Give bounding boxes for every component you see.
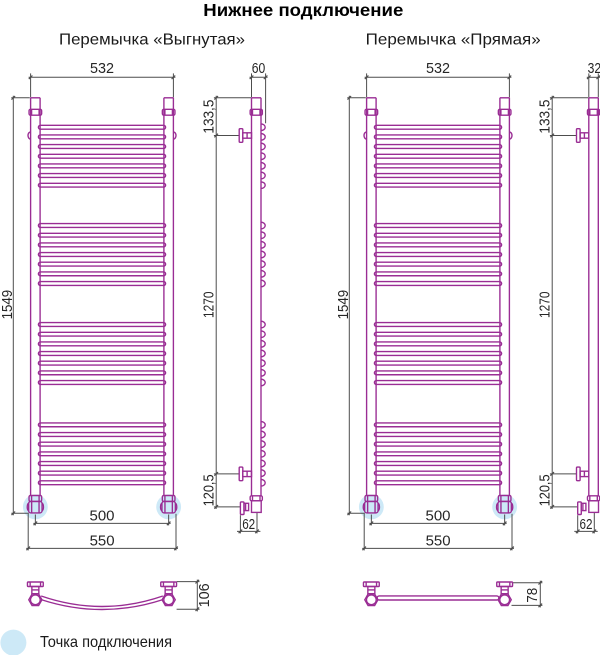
svg-text:Перемычка «Выгнутая»: Перемычка «Выгнутая» [59,32,245,49]
svg-text:550: 550 [90,533,115,549]
svg-text:Точка подключения: Точка подключения [40,634,172,651]
svg-text:500: 500 [90,508,115,524]
svg-text:133,5: 133,5 [537,100,553,134]
svg-text:550: 550 [426,533,451,549]
svg-text:532: 532 [426,61,450,77]
svg-text:62: 62 [580,517,593,533]
svg-text:106: 106 [197,583,213,607]
svg-text:120,5: 120,5 [201,474,217,506]
svg-text:32: 32 [588,61,600,77]
svg-text:1270: 1270 [537,291,553,318]
svg-text:78: 78 [525,588,541,603]
svg-text:500: 500 [426,508,451,524]
svg-text:1549: 1549 [0,290,16,320]
svg-text:1549: 1549 [336,290,352,320]
svg-text:62: 62 [242,517,255,533]
svg-text:60: 60 [252,61,266,77]
svg-text:1270: 1270 [201,291,217,318]
svg-text:120,5: 120,5 [537,474,553,506]
svg-text:532: 532 [90,61,114,77]
svg-text:Нижнее подключение: Нижнее подключение [203,0,403,20]
svg-text:Перемычка «Прямая»: Перемычка «Прямая» [366,32,541,49]
svg-text:133,5: 133,5 [201,100,217,134]
